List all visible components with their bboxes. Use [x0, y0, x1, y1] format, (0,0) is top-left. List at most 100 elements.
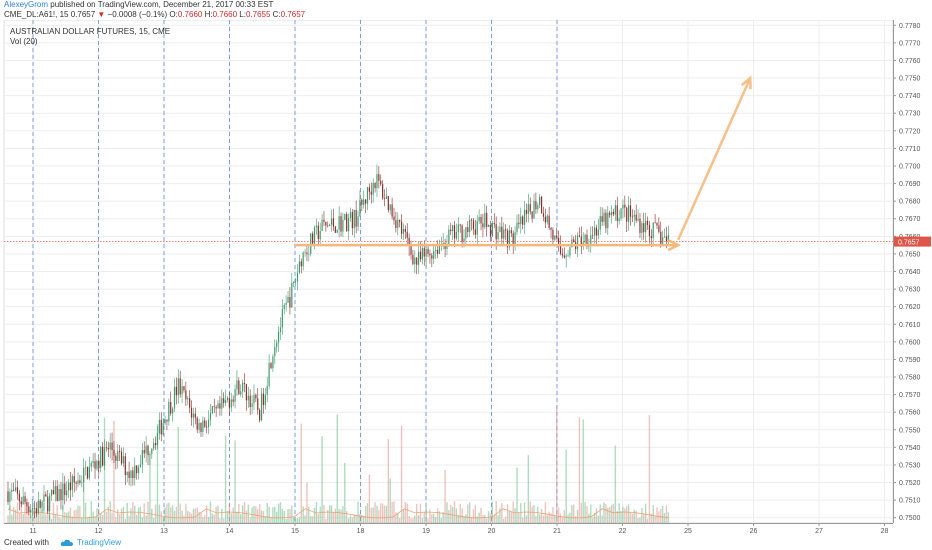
volume-bar [402, 509, 405, 523]
volume-bar [533, 504, 535, 523]
candle-body [315, 225, 318, 228]
candle-body [631, 216, 633, 218]
volume-bar [200, 512, 202, 523]
candle-body [257, 398, 259, 411]
volume-bar [345, 510, 348, 523]
candle-body [531, 211, 533, 219]
candle-body [164, 419, 166, 424]
volume-bar [480, 507, 482, 523]
volume-bar [117, 509, 119, 523]
candle-body [349, 212, 352, 219]
candle-body [66, 490, 68, 496]
volume-bar [115, 517, 117, 523]
candle-body [612, 212, 615, 215]
volume-bar [368, 474, 371, 523]
volume-bar [633, 509, 635, 523]
volume-bar [470, 517, 473, 523]
y-tick-label: 0.7530 [899, 462, 921, 469]
candle-body [274, 346, 276, 357]
candle-body [50, 490, 53, 496]
candle-body [166, 419, 168, 422]
symbol-line: CME_DL:A61!, 15 0.7657 ▼ −0.0008 (−0.1%)… [4, 10, 305, 20]
volume-bar [608, 506, 611, 523]
volume-bar [506, 504, 509, 523]
volume-bar [650, 513, 653, 523]
volume-bar [414, 515, 416, 523]
candle-body [226, 397, 229, 400]
volume-bar [170, 507, 172, 523]
volume-bar [152, 518, 155, 523]
candle-body [338, 216, 340, 230]
candle-body [88, 466, 90, 479]
candle-body [175, 386, 177, 396]
candle-body [629, 205, 632, 217]
candle-body [436, 249, 439, 254]
volume-bar [181, 510, 183, 523]
candle-body [385, 196, 388, 199]
volume-bar [120, 508, 123, 523]
volume-bar [516, 467, 518, 523]
candle-body [202, 420, 204, 432]
candle-body [73, 476, 75, 483]
candle-body [249, 395, 251, 407]
candle-body [281, 309, 283, 328]
candle-body [363, 199, 365, 205]
candle-body [489, 224, 492, 237]
candle-body [77, 480, 79, 484]
volume-bar [618, 503, 620, 523]
volume-bar [251, 507, 253, 523]
volume-bar [56, 505, 58, 523]
candle-body [147, 445, 149, 456]
candle-body [217, 403, 219, 409]
candle-body [529, 204, 531, 212]
candle-body [404, 228, 406, 232]
time-axis[interactable]: 11 12 13 14 15 18 19 20 21 22 25 26 27 28 [4, 523, 893, 535]
volume-bar [279, 502, 282, 523]
y-tick-label: 0.7520 [899, 480, 921, 487]
candle-body [368, 187, 370, 192]
volume-bar [576, 510, 579, 523]
symbol-name: CME_DL:A61!, 15 [4, 10, 69, 19]
candle-body [154, 443, 157, 446]
price-axis[interactable]: 0.7500 0.7510 0.7520 0.7530 0.7540 0.7550 0.75… [893, 20, 931, 523]
volume-bar [12, 506, 15, 523]
volume-bar [173, 510, 176, 523]
volume-bar [542, 515, 545, 523]
candle-body [548, 215, 550, 228]
volume-bar [616, 510, 618, 523]
volume-bar [98, 508, 100, 523]
volume-bar [465, 514, 467, 523]
candle-body [67, 482, 70, 491]
candle-body [539, 196, 541, 206]
candle-body [416, 257, 418, 265]
tradingview-logo[interactable]: TradingView [60, 535, 121, 550]
candle-body [429, 253, 431, 256]
candle-body [310, 233, 312, 254]
volume-bar [406, 503, 408, 523]
volume-bar [493, 515, 495, 523]
volume-bar [603, 502, 605, 523]
candle-body [453, 225, 456, 239]
candle-body [298, 261, 300, 273]
author-link[interactable]: AlexeyGrom [4, 0, 49, 9]
candle-body [105, 447, 107, 448]
x-tick-label: 21 [553, 528, 561, 535]
chart-title: AUSTRALIAN DOLLAR FUTURES, 15, CME [10, 27, 170, 36]
volume-bar [177, 426, 179, 523]
volume-bar [336, 414, 338, 523]
trend-arrow[interactable] [677, 77, 752, 241]
candle-body [387, 196, 389, 211]
volume-bar [175, 506, 178, 523]
candle-body [552, 229, 554, 240]
candle-body [81, 482, 83, 483]
candle-body [646, 220, 649, 226]
published-text: published on TradingView.com, December 2… [50, 0, 274, 9]
price-chart[interactable]: 0.7500 0.7510 0.7520 0.7530 0.7540 0.7550 0.75… [0, 20, 932, 535]
volume-bar [425, 507, 427, 523]
volume-bar [631, 513, 634, 523]
volume-bar [255, 506, 257, 523]
volume-bar [393, 501, 395, 523]
candle-body [136, 465, 138, 474]
x-tick-label: 18 [357, 528, 365, 535]
volume-bar [561, 517, 564, 523]
